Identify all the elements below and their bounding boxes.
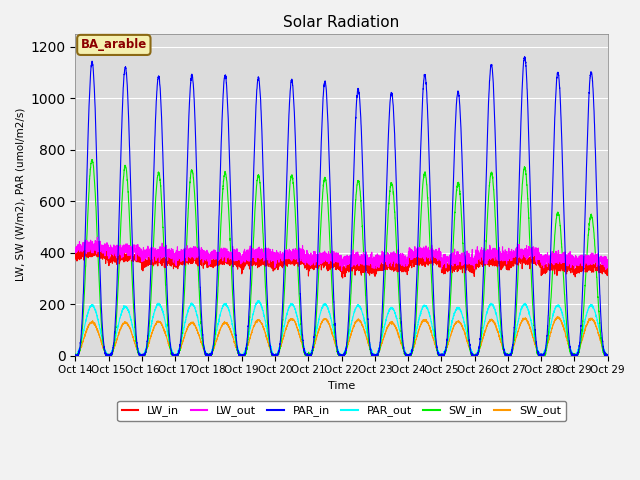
- LW_out: [604, 257, 612, 263]
- PAR_out: [527, 320, 535, 325]
- LW_out: [182, 252, 189, 257]
- LW_out: [488, 254, 495, 260]
- LW_out: [338, 268, 346, 274]
- SW_out: [527, 329, 535, 335]
- LW_in: [390, 268, 397, 274]
- PAR_out: [72, 353, 79, 359]
- Y-axis label: LW, SW (W/m2), PAR (umol/m2/s): LW, SW (W/m2), PAR (umol/m2/s): [15, 108, 25, 281]
- Line: SW_in: SW_in: [76, 159, 608, 356]
- Line: SW_out: SW_out: [76, 317, 608, 356]
- LW_in: [527, 258, 535, 264]
- LW_in: [362, 266, 369, 272]
- PAR_in: [390, 113, 397, 119]
- Line: LW_in: LW_in: [76, 243, 608, 278]
- SW_out: [604, 353, 612, 359]
- PAR_out: [488, 300, 495, 306]
- LW_out: [362, 255, 369, 261]
- SW_out: [554, 314, 561, 320]
- PAR_out: [255, 298, 262, 303]
- SW_in: [88, 156, 95, 162]
- PAR_out: [604, 353, 612, 359]
- SW_out: [390, 322, 397, 327]
- LW_in: [96, 240, 104, 246]
- Line: LW_out: LW_out: [76, 237, 608, 271]
- LW_in: [488, 252, 495, 258]
- PAR_out: [514, 320, 522, 326]
- LW_out: [514, 244, 522, 250]
- LW_out: [390, 249, 397, 254]
- SW_in: [72, 353, 79, 359]
- LW_in: [604, 270, 612, 276]
- SW_in: [390, 196, 397, 202]
- SW_in: [527, 276, 535, 282]
- PAR_in: [488, 61, 495, 67]
- PAR_out: [182, 317, 189, 323]
- SW_in: [72, 351, 79, 357]
- SW_in: [488, 170, 495, 176]
- SW_in: [362, 286, 369, 291]
- PAR_in: [521, 54, 529, 60]
- LW_out: [72, 249, 79, 255]
- LW_in: [514, 258, 522, 264]
- SW_in: [514, 277, 522, 283]
- SW_out: [488, 317, 495, 323]
- SW_out: [182, 329, 189, 335]
- LW_in: [182, 257, 189, 263]
- SW_in: [604, 352, 612, 358]
- PAR_in: [527, 230, 535, 236]
- PAR_in: [604, 352, 612, 358]
- LW_in: [72, 256, 79, 262]
- PAR_out: [390, 308, 397, 313]
- LW_in: [339, 275, 346, 281]
- LW_out: [527, 256, 535, 262]
- SW_out: [72, 353, 79, 359]
- PAR_in: [72, 352, 79, 358]
- SW_in: [182, 257, 190, 263]
- PAR_in: [514, 239, 522, 245]
- Legend: LW_in, LW_out, PAR_in, PAR_out, SW_in, SW_out: LW_in, LW_out, PAR_in, PAR_out, SW_in, S…: [117, 401, 566, 421]
- PAR_out: [72, 352, 79, 358]
- SW_out: [514, 330, 522, 336]
- PAR_out: [362, 322, 369, 327]
- Line: PAR_in: PAR_in: [76, 57, 608, 356]
- Text: BA_arable: BA_arable: [81, 38, 147, 51]
- Title: Solar Radiation: Solar Radiation: [284, 15, 399, 30]
- X-axis label: Time: Time: [328, 381, 355, 391]
- Line: PAR_out: PAR_out: [76, 300, 608, 356]
- PAR_in: [72, 353, 79, 359]
- PAR_in: [182, 210, 189, 216]
- SW_out: [361, 330, 369, 336]
- LW_out: [93, 234, 101, 240]
- PAR_in: [362, 246, 369, 252]
